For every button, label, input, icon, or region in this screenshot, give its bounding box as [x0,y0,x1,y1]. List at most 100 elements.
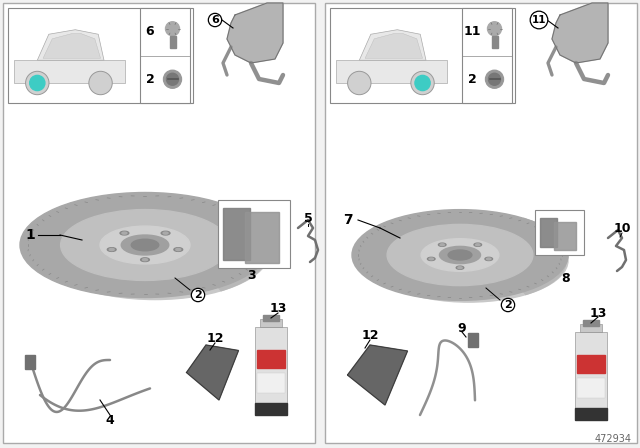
Text: 3: 3 [248,268,256,281]
Bar [580,324,602,332]
Text: 6: 6 [211,15,219,25]
Bar [263,315,279,321]
Bar [257,373,285,393]
Circle shape [26,71,49,95]
Ellipse shape [456,266,464,269]
Ellipse shape [20,193,270,297]
Ellipse shape [61,210,229,280]
Ellipse shape [448,250,472,260]
Bar [535,210,584,255]
Text: 1: 1 [25,228,35,242]
Bar [468,333,478,347]
Bar [255,403,287,415]
Circle shape [166,22,179,36]
Polygon shape [540,218,557,247]
Ellipse shape [108,248,116,251]
Ellipse shape [109,249,114,250]
Bar [170,36,175,48]
Bar [577,355,605,373]
Ellipse shape [474,243,481,246]
Circle shape [486,70,504,88]
Text: 4: 4 [106,414,115,426]
Circle shape [411,71,435,95]
Text: 5: 5 [303,211,312,224]
Ellipse shape [143,258,147,261]
Polygon shape [552,3,608,63]
Ellipse shape [486,258,491,260]
Ellipse shape [122,232,127,234]
Bar [218,200,290,268]
Text: 6: 6 [146,25,154,38]
Bar [575,332,607,420]
Text: 12: 12 [206,332,224,345]
Polygon shape [223,208,250,260]
Ellipse shape [429,258,433,260]
Ellipse shape [161,231,170,235]
Bar [260,319,282,327]
Bar [25,355,35,369]
Bar [330,8,515,103]
Ellipse shape [352,210,568,300]
Text: 9: 9 [458,322,467,335]
Polygon shape [14,60,125,83]
Ellipse shape [120,231,129,235]
Ellipse shape [141,258,149,262]
Circle shape [348,71,371,95]
Circle shape [166,73,179,85]
Circle shape [29,75,45,90]
Ellipse shape [369,219,568,302]
Text: 2: 2 [146,73,154,86]
Bar [255,327,287,415]
Bar [577,378,605,398]
Polygon shape [37,30,104,60]
Text: 13: 13 [589,306,607,319]
Text: 13: 13 [269,302,287,314]
Bar [462,8,512,103]
Ellipse shape [121,235,169,255]
Ellipse shape [440,246,481,263]
Text: 7: 7 [343,213,353,227]
Bar [8,8,193,103]
Text: 8: 8 [562,271,570,284]
Text: 2: 2 [504,300,512,310]
Circle shape [415,75,430,90]
Ellipse shape [387,224,533,286]
Ellipse shape [428,257,435,261]
Text: 2: 2 [468,73,476,86]
Polygon shape [43,34,100,58]
Polygon shape [365,34,422,58]
Text: 2: 2 [194,290,202,300]
Circle shape [488,22,502,36]
Polygon shape [218,202,270,291]
Circle shape [89,71,112,95]
Ellipse shape [458,267,462,269]
Circle shape [163,70,182,88]
Text: 12: 12 [361,328,379,341]
Ellipse shape [421,239,499,271]
Ellipse shape [440,244,444,246]
Ellipse shape [485,257,493,261]
Text: 472934: 472934 [595,434,632,444]
Polygon shape [336,60,447,83]
Polygon shape [554,222,577,250]
Bar [140,8,190,103]
Polygon shape [227,3,283,63]
Polygon shape [359,30,426,60]
Polygon shape [524,218,568,294]
Ellipse shape [476,244,480,246]
Text: 11: 11 [532,15,547,25]
Ellipse shape [438,243,446,246]
Ellipse shape [100,226,190,264]
Ellipse shape [174,248,182,251]
Ellipse shape [131,239,159,251]
Polygon shape [186,345,239,400]
Text: 10: 10 [613,221,631,234]
Bar [257,350,285,368]
Ellipse shape [163,232,168,234]
Bar [3,3,315,443]
Text: 11: 11 [463,25,481,38]
Bar [575,408,607,420]
Circle shape [488,73,500,85]
Bar [325,3,637,443]
Polygon shape [245,212,279,263]
